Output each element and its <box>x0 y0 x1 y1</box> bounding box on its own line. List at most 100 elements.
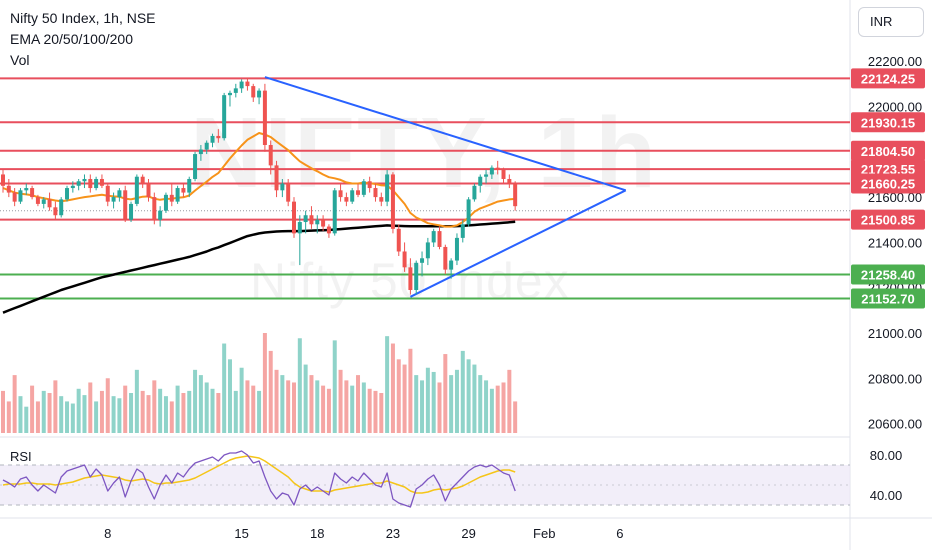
candle-down <box>338 190 343 198</box>
candle-down <box>30 188 35 198</box>
candle-up <box>257 90 262 98</box>
volume-bar <box>507 369 512 433</box>
candle-up <box>420 258 425 263</box>
volume-bar <box>187 390 192 433</box>
volume-bar <box>65 401 70 433</box>
volume-bar <box>216 393 221 433</box>
volume-bar <box>129 393 134 433</box>
volume-bar <box>268 350 273 433</box>
candle-up <box>466 199 471 225</box>
volume-bar <box>402 364 407 433</box>
candle-up <box>59 199 64 216</box>
volume-bar <box>367 388 372 433</box>
candle-up <box>332 190 337 234</box>
candle-up <box>489 167 494 175</box>
candle-down <box>47 199 52 208</box>
candle-up <box>315 219 320 225</box>
volume-bar <box>379 393 384 433</box>
volume-bar <box>169 401 174 433</box>
price-badge-label: 21500.85 <box>861 213 915 228</box>
volume-bar <box>449 375 454 433</box>
candle-down <box>501 169 506 179</box>
candle-down <box>140 176 145 184</box>
volume-bar <box>99 390 104 433</box>
candle-up <box>163 194 168 211</box>
volume-bar <box>88 382 93 433</box>
candle-down <box>88 178 93 189</box>
volume-bar <box>76 388 81 433</box>
volume-bar <box>495 385 500 433</box>
candle-down <box>181 188 186 193</box>
candle-up <box>484 174 489 177</box>
price-badge-label: 21258.40 <box>861 268 915 283</box>
candle-up <box>478 176 483 186</box>
price-badge <box>851 173 925 194</box>
price-badge-label: 21804.50 <box>861 144 915 159</box>
volume-bar <box>431 371 436 433</box>
candle-up <box>117 190 122 198</box>
volume-bar <box>41 390 46 433</box>
volume-bar <box>193 369 198 433</box>
legend-vol[interactable]: Vol <box>10 52 30 68</box>
volume-bar <box>59 396 64 433</box>
volume-bar <box>396 359 401 433</box>
volume-bar <box>350 385 355 433</box>
y-axis-tick-label: 20800.00 <box>868 371 922 386</box>
watermark-symbol: NIFTY, 1h <box>190 97 659 209</box>
volume-bar <box>280 375 285 433</box>
y-axis-tick-label: 21600.00 <box>868 190 922 205</box>
volume-bar <box>466 359 471 433</box>
candle-down <box>286 183 291 202</box>
candle-down <box>152 197 157 220</box>
candle-down <box>390 174 395 229</box>
volume-bar <box>140 390 145 433</box>
candle-down <box>507 178 512 184</box>
candle-up <box>472 185 477 200</box>
volume-bar <box>356 375 361 433</box>
price-badge <box>851 288 925 309</box>
y-axis-tick-label: 21000.00 <box>868 326 922 341</box>
volume-bar <box>47 393 52 433</box>
candle-down <box>169 194 174 202</box>
candle-down <box>356 190 361 195</box>
ema-200-line <box>2 220 516 314</box>
volume-bar <box>478 375 483 433</box>
volume-bar <box>35 401 40 433</box>
candle-up <box>233 88 238 93</box>
volume-bar <box>175 385 180 433</box>
candle-up <box>175 188 180 202</box>
volume-bar <box>292 382 296 433</box>
volume-bar <box>117 398 122 433</box>
volume-bar <box>239 367 244 433</box>
candle-down <box>443 246 448 270</box>
candle-down <box>396 228 401 252</box>
candle-up <box>239 81 244 89</box>
volume-bar <box>53 380 58 433</box>
price-badge-label: 21930.15 <box>861 115 915 130</box>
volume-bar <box>443 354 448 433</box>
candle-down <box>495 167 500 170</box>
volume-bar <box>390 343 395 433</box>
volume-bar <box>12 375 17 433</box>
volume-bar <box>286 380 291 433</box>
legend-ema[interactable]: EMA 20/50/100/200 <box>10 31 133 47</box>
legend-title[interactable]: Nifty 50 Index, 1h, NSE <box>10 10 156 26</box>
volume-bar <box>134 369 139 433</box>
y-axis-tick-label: 22000.00 <box>868 99 922 114</box>
candle-up <box>431 231 436 243</box>
volume-bar <box>181 393 186 433</box>
price-badge <box>851 140 925 161</box>
candle-up <box>385 174 390 202</box>
volume-bar <box>257 390 262 433</box>
candle-down <box>6 185 11 193</box>
currency-button[interactable]: INR <box>858 7 924 37</box>
candle-up <box>222 95 227 139</box>
candle-up <box>65 188 70 200</box>
volume-bar <box>420 380 425 433</box>
price-badge-label: 22124.25 <box>861 71 915 86</box>
volume-bar <box>513 401 518 433</box>
rsi-label[interactable]: RSI <box>10 449 32 464</box>
candle-down <box>53 207 58 216</box>
